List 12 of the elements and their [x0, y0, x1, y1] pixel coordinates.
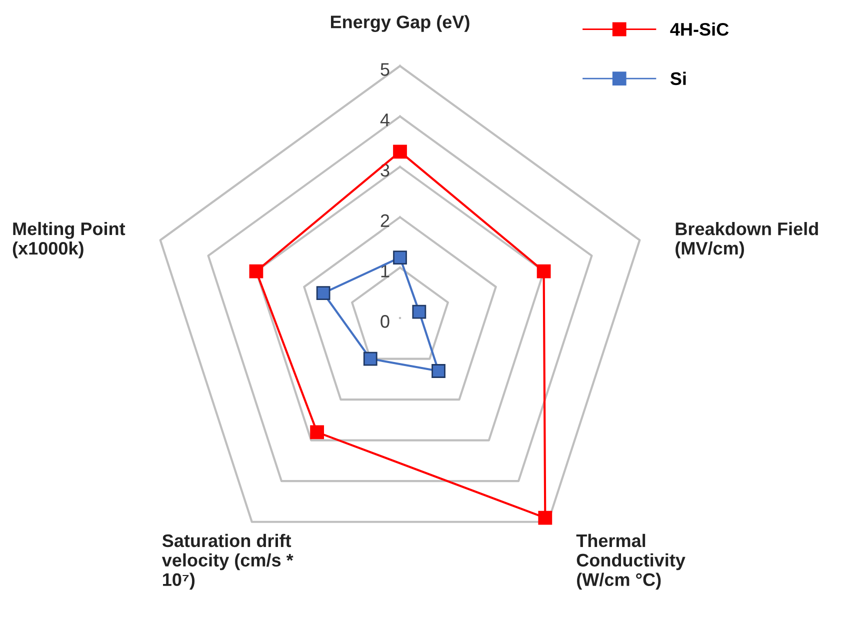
y-tick-label: 0: [380, 315, 390, 328]
spoke-label: Melting Point (x1000k): [12, 222, 126, 258]
y-tick-label: 5: [380, 63, 390, 76]
spoke-label: Thermal Conductivity (W/cm °C): [576, 534, 686, 590]
spoke-label: Energy Gap (eV): [330, 15, 470, 32]
y-tick-label: 1: [381, 264, 390, 278]
y-tick-label: 2: [380, 214, 390, 227]
spoke-label: Saturation drift velocity (cm/s * 10⁷): [162, 534, 294, 590]
legend-label: 4H-SiC: [670, 22, 729, 36]
legend-label: Si: [670, 72, 686, 86]
spoke-label: Breakdown Field (MV/cm): [676, 222, 818, 258]
y-tick-label: 4: [380, 114, 390, 126]
